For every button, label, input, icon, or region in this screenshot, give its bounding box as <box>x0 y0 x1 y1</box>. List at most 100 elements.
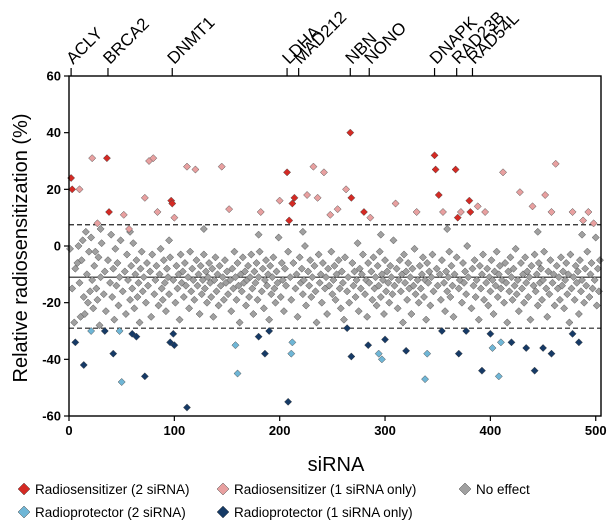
data-point <box>583 247 592 256</box>
data-point <box>132 332 141 341</box>
data-point <box>530 250 539 259</box>
data-point <box>574 338 583 347</box>
data-point <box>376 230 385 239</box>
data-point <box>425 267 434 276</box>
legend-item: Radiosensitizer (2 siRNA) <box>17 482 190 497</box>
data-point <box>199 225 208 233</box>
data-point <box>106 278 115 287</box>
data-point <box>450 270 459 279</box>
data-point <box>170 341 179 350</box>
y-tick-label: 20 <box>47 182 61 197</box>
data-point <box>566 250 575 259</box>
data-point <box>125 225 134 233</box>
data-point <box>552 261 561 270</box>
data-point <box>188 264 197 273</box>
data-point <box>410 244 419 253</box>
data-point <box>130 304 139 313</box>
x-tick-label: 100 <box>163 423 185 438</box>
data-point <box>297 264 306 273</box>
data-point <box>291 284 300 293</box>
data-point <box>105 208 113 216</box>
data-point <box>386 261 395 270</box>
data-point <box>403 295 412 304</box>
data-point <box>135 318 144 327</box>
data-point <box>494 372 503 381</box>
data-point <box>228 264 237 273</box>
data-point <box>404 259 413 267</box>
data-point <box>381 256 389 265</box>
legend: Radiosensitizer (2 siRNA) Radiosensitizer… <box>17 482 530 520</box>
data-point <box>93 219 102 228</box>
data-point <box>348 259 357 267</box>
data-point <box>423 259 432 267</box>
data-point <box>527 261 536 270</box>
data-point <box>194 270 203 279</box>
data-point <box>496 338 505 347</box>
data-point <box>436 295 445 304</box>
data-point <box>412 208 421 216</box>
data-point <box>90 261 99 270</box>
data-point <box>216 281 225 290</box>
data-point <box>288 199 297 208</box>
data-point <box>381 335 389 344</box>
data-point <box>571 261 580 270</box>
data-point <box>374 281 383 290</box>
data-point <box>452 253 461 262</box>
data-point <box>462 290 471 299</box>
data-point <box>231 341 240 350</box>
data-point <box>424 278 433 287</box>
series-radiosensitizer-1-sirna-only <box>75 154 598 233</box>
data-point <box>567 284 576 293</box>
data-point <box>495 261 504 270</box>
data-point <box>396 287 405 296</box>
data-point <box>496 284 505 293</box>
data-point <box>307 293 316 301</box>
data-point <box>144 281 152 290</box>
data-point <box>489 310 498 318</box>
data-point <box>131 270 140 279</box>
data-point <box>433 281 442 290</box>
y-tick-label: -20 <box>42 295 61 310</box>
data-point <box>81 227 90 236</box>
data-point <box>114 301 123 310</box>
data-point <box>115 273 124 282</box>
data-point <box>558 281 566 290</box>
y-axis-title: Relative radiosensitization (%) <box>10 113 32 382</box>
data-point <box>207 293 216 301</box>
data-point <box>115 327 124 335</box>
data-point <box>584 208 593 216</box>
data-point <box>465 196 474 205</box>
data-point <box>351 293 360 301</box>
data-point <box>109 264 118 273</box>
data-point <box>578 230 586 239</box>
data-point <box>229 284 238 293</box>
data-point <box>82 270 91 279</box>
data-point <box>246 273 255 282</box>
data-point <box>171 298 180 307</box>
data-point <box>109 349 118 358</box>
legend-label: No effect <box>476 482 530 497</box>
data-point <box>589 219 598 228</box>
data-point <box>265 327 274 335</box>
data-point <box>545 290 554 299</box>
data-point <box>549 270 558 279</box>
data-point <box>385 298 394 307</box>
data-point <box>309 162 318 171</box>
data-point <box>149 154 158 163</box>
data-point <box>467 304 476 313</box>
data-point <box>501 259 510 267</box>
legend-marker <box>17 505 31 519</box>
data-point <box>557 253 565 262</box>
data-point <box>377 355 386 364</box>
data-point <box>322 273 330 282</box>
data-point <box>134 278 143 287</box>
data-point <box>289 259 298 267</box>
data-point <box>159 256 168 265</box>
data-point <box>563 290 572 299</box>
data-point <box>367 267 376 276</box>
data-point <box>533 301 542 310</box>
data-point <box>565 318 574 327</box>
data-point <box>110 315 119 324</box>
data-point <box>481 208 490 216</box>
